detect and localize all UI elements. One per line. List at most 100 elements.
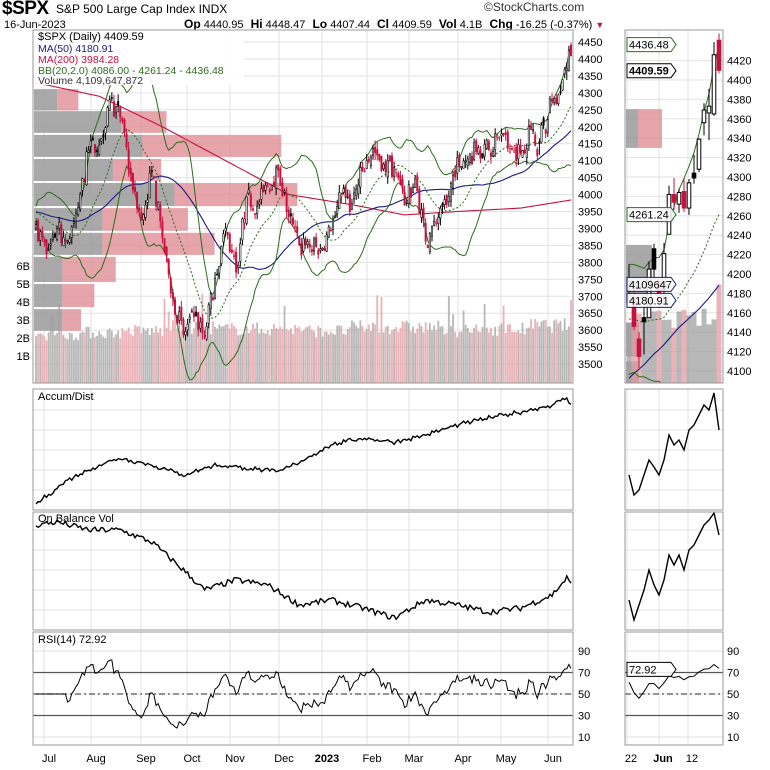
symbol: $SPX — [2, 0, 49, 19]
zoom-volume-by-price-down-bar — [661, 463, 671, 526]
volume-bar — [559, 320, 562, 383]
volume-bar — [340, 325, 343, 383]
candle-body — [201, 317, 204, 334]
volume-bar — [153, 332, 155, 383]
brand-link[interactable]: ©StockCharts.com — [484, 0, 585, 14]
candle-body — [39, 231, 42, 241]
volume-bar — [83, 332, 86, 383]
candle-body — [449, 183, 452, 202]
volume-bar — [197, 324, 200, 383]
rsi-tick-label: 30 — [727, 711, 739, 723]
price-tick-label: 3850 — [578, 240, 602, 252]
volume-bar — [256, 322, 259, 383]
volume-bar — [228, 328, 231, 383]
close-label: Cl — [377, 17, 390, 31]
volume-bar — [443, 334, 446, 383]
zoom-candle-body — [641, 317, 647, 323]
volume-bar — [233, 325, 235, 383]
candle-body — [218, 265, 221, 274]
volume-bar — [367, 324, 370, 383]
volume-bar — [214, 327, 216, 383]
zoom-candle-body — [691, 172, 697, 179]
volume-bar — [551, 332, 553, 383]
volume-bar — [199, 329, 202, 383]
price-tick-label: 3550 — [578, 342, 602, 354]
month-label: Apr — [454, 753, 471, 765]
volume-bar — [264, 333, 267, 383]
value-tag-label: 72.92 — [629, 664, 657, 676]
candle-body — [277, 164, 280, 171]
volume-bar — [473, 327, 476, 383]
candle-body — [211, 297, 214, 301]
volume-bar — [388, 333, 391, 383]
candle-body — [104, 127, 107, 134]
candle-body — [536, 149, 539, 156]
candle-body — [525, 148, 528, 158]
exchange: INDX — [198, 2, 228, 16]
volume-bar — [37, 334, 40, 383]
value-tag: 4409.59 — [626, 63, 677, 79]
change-label: Chg — [489, 17, 513, 31]
volume-bar — [89, 338, 92, 383]
volume-bar — [127, 327, 130, 383]
index-full-name: S&P 500 Large Cap Index — [56, 2, 196, 16]
zoom-volume-bar — [706, 324, 712, 383]
volume-bar — [239, 334, 242, 383]
candle-body — [226, 231, 229, 236]
volume-tick-label: 6B — [17, 261, 30, 273]
price-tick-label: 4000 — [578, 190, 602, 202]
candle-body — [447, 195, 450, 202]
bollinger-upper-band — [35, 46, 572, 296]
volume-bar — [384, 326, 387, 383]
month-label: 2023 — [315, 753, 339, 765]
candle-body — [127, 148, 130, 170]
volume-bar — [329, 331, 332, 383]
volume-bar — [271, 328, 273, 383]
candle-body — [260, 188, 263, 200]
candle-body — [395, 168, 398, 174]
volume-bar — [237, 335, 240, 383]
candle-body — [110, 97, 113, 99]
candle-body — [412, 187, 415, 193]
candle-body — [565, 67, 568, 71]
volume-bar — [41, 334, 44, 383]
zoom-volume-bar — [646, 312, 652, 383]
volume-bar — [426, 330, 429, 383]
volume-bar — [277, 329, 280, 383]
volume-bar — [447, 296, 450, 383]
candle-body — [378, 153, 381, 161]
volume-by-price-down-bar — [62, 309, 82, 331]
zoom-price-tick-label: 4360 — [727, 114, 751, 126]
candle-body — [302, 238, 305, 252]
price-tick-label: 4050 — [578, 173, 602, 185]
rsi-tick-label: 90 — [578, 646, 590, 658]
zoom-price-tick-label: 4300 — [727, 172, 751, 184]
zoom-volume-bar — [681, 309, 687, 383]
zoom-volume-bar — [696, 325, 702, 383]
volume-bar — [220, 326, 223, 383]
candle-body — [146, 199, 149, 203]
volume-bar — [475, 324, 478, 383]
candle-body — [485, 139, 488, 150]
volume-by-price-up-bar — [34, 158, 114, 182]
volume-bar — [150, 327, 153, 383]
volume-bar — [247, 332, 250, 383]
candle-body — [344, 185, 347, 199]
candle-body — [382, 163, 385, 170]
high-label: Hi — [250, 17, 263, 31]
volume-by-price-down-bar — [142, 134, 282, 157]
volume-bar — [56, 333, 58, 383]
candle-body — [129, 167, 132, 176]
volume-tick-label: 2B — [17, 333, 30, 345]
candle-body — [353, 192, 356, 200]
candle-body — [159, 204, 162, 222]
candle-body — [235, 251, 238, 273]
volume-bar — [464, 324, 467, 383]
candle-body — [308, 243, 311, 248]
volume-bar — [268, 335, 271, 383]
volume-tick-label: 1B — [17, 351, 30, 363]
volume-bar — [344, 334, 347, 383]
volume-bar — [106, 329, 109, 383]
